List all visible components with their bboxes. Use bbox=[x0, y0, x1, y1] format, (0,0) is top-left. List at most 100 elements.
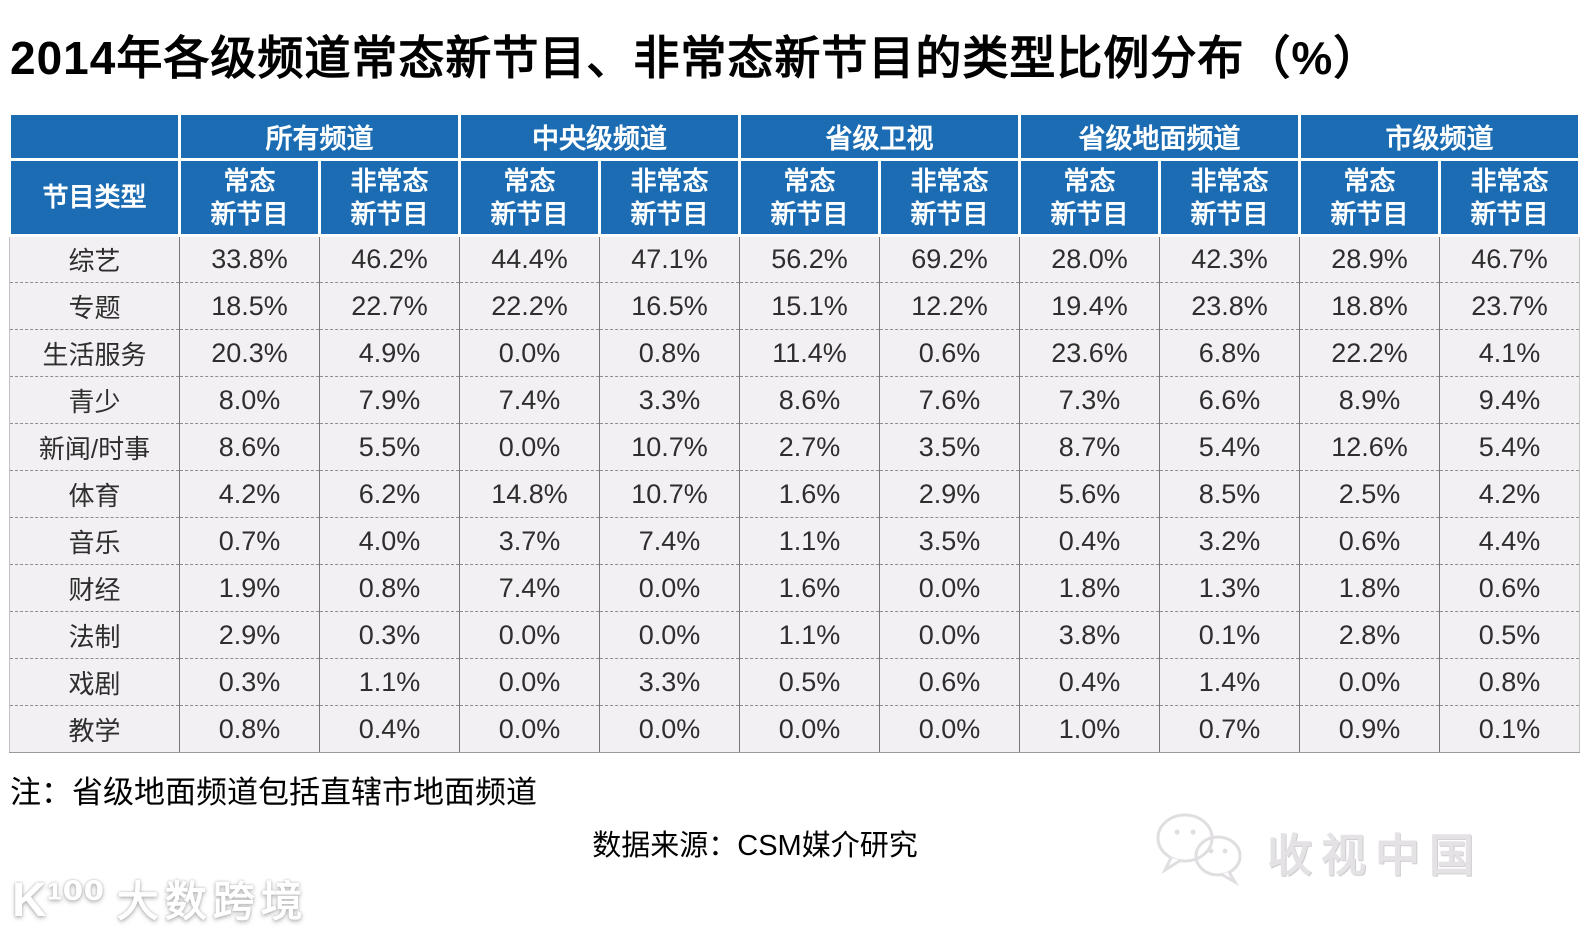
value-cell: 0.0% bbox=[599, 705, 740, 753]
table-row: 教学 0.8% 0.4% 0.0% 0.0% 0.0% 0.0% 1.0% 0.7% 0.9% 0.… bbox=[9, 705, 1580, 753]
value-cell: 0.1% bbox=[1439, 705, 1580, 753]
row-category-cell: 新闻/时事 bbox=[9, 423, 180, 471]
table-row: 专题 18.5% 22.7% 22.2% 16.5% 15.1% 12.2% 19.4% 23.… bbox=[9, 282, 1580, 330]
value-cell: 3.5% bbox=[879, 423, 1020, 471]
value-cell: 6.2% bbox=[319, 470, 460, 518]
row-category-cell: 音乐 bbox=[9, 517, 180, 565]
page-title: 2014年各级频道常态新节目、非常态新节目的类型比例分布（%） bbox=[10, 32, 1381, 84]
table-row: 新闻/时事 8.6% 5.5% 0.0% 10.7% 2.7% 3.5% 8.7% 5.4% 12… bbox=[9, 423, 1580, 471]
row-category-cell: 综艺 bbox=[9, 235, 180, 283]
value-cell: 0.7% bbox=[179, 517, 320, 565]
value-cell: 2.9% bbox=[179, 611, 320, 659]
group-header-cell: 省级地面频道 bbox=[1018, 112, 1301, 161]
value-cell: 10.7% bbox=[599, 470, 740, 518]
value-cell: 23.8% bbox=[1159, 282, 1300, 330]
table-row: 戏剧 0.3% 1.1% 0.0% 3.3% 0.5% 0.6% 0.4% 1.4% 0.0% 0.… bbox=[9, 658, 1580, 706]
group-header-cell: 中央级频道 bbox=[458, 112, 741, 161]
value-cell: 8.0% bbox=[179, 376, 320, 424]
value-cell: 4.2% bbox=[179, 470, 320, 518]
value-cell: 8.9% bbox=[1299, 376, 1440, 424]
value-cell: 28.0% bbox=[1019, 235, 1160, 283]
value-cell: 2.5% bbox=[1299, 470, 1440, 518]
value-cell: 42.3% bbox=[1159, 235, 1300, 283]
value-cell: 1.9% bbox=[179, 564, 320, 612]
value-cell: 0.1% bbox=[1159, 611, 1300, 659]
sub-header-cell: 常态 新节目 bbox=[178, 158, 321, 237]
value-cell: 12.6% bbox=[1299, 423, 1440, 471]
value-cell: 0.0% bbox=[599, 611, 740, 659]
value-cell: 0.0% bbox=[459, 329, 600, 377]
group-header-cell: 所有频道 bbox=[178, 112, 461, 161]
value-cell: 1.8% bbox=[1019, 564, 1160, 612]
value-cell: 4.9% bbox=[319, 329, 460, 377]
value-cell: 0.8% bbox=[179, 705, 320, 753]
footnote: 注：省级地面频道包括直辖市地面频道 bbox=[10, 775, 537, 810]
sub-header-row: 节目类型 常态 新节目 非常态 新节目 常态 新节目 非常态 新节目 常态 新节目 非常态 新节目 常态新… bbox=[8, 158, 1581, 237]
value-cell: 0.5% bbox=[739, 658, 880, 706]
value-cell: 3.5% bbox=[879, 517, 1020, 565]
value-cell: 7.4% bbox=[459, 564, 600, 612]
value-cell: 1.0% bbox=[1019, 705, 1160, 753]
value-cell: 2.7% bbox=[739, 423, 880, 471]
value-cell: 19.4% bbox=[1019, 282, 1160, 330]
value-cell: 16.5% bbox=[599, 282, 740, 330]
value-cell: 4.4% bbox=[1439, 517, 1580, 565]
value-cell: 1.6% bbox=[739, 470, 880, 518]
value-cell: 15.1% bbox=[739, 282, 880, 330]
sub-header-cell: 非常态 新节目 bbox=[1438, 158, 1581, 237]
sub-header-cell: 常态 新节目 bbox=[1298, 158, 1441, 237]
dashukuajing-watermark: K¹⁰⁰ 大数跨境 bbox=[12, 868, 309, 929]
value-cell: 0.4% bbox=[319, 705, 460, 753]
value-cell: 1.4% bbox=[1159, 658, 1300, 706]
corner-cell bbox=[8, 112, 181, 161]
row-category-cell: 财经 bbox=[9, 564, 180, 612]
value-cell: 23.6% bbox=[1019, 329, 1160, 377]
value-cell: 9.4% bbox=[1439, 376, 1580, 424]
value-cell: 0.5% bbox=[1439, 611, 1580, 659]
row-type-header: 节目类型 bbox=[8, 158, 181, 237]
sub-header-cell: 非常态 新节目 bbox=[878, 158, 1021, 237]
row-category-cell: 青少 bbox=[9, 376, 180, 424]
value-cell: 3.2% bbox=[1159, 517, 1300, 565]
value-cell: 33.8% bbox=[179, 235, 320, 283]
value-cell: 5.5% bbox=[319, 423, 460, 471]
value-cell: 0.0% bbox=[879, 564, 1020, 612]
dashukuajing-brand-text: 大数跨境 bbox=[116, 878, 309, 925]
value-cell: 3.8% bbox=[1019, 611, 1160, 659]
value-cell: 69.2% bbox=[879, 235, 1020, 283]
value-cell: 56.2% bbox=[739, 235, 880, 283]
value-cell: 22.7% bbox=[319, 282, 460, 330]
value-cell: 20.3% bbox=[179, 329, 320, 377]
value-cell: 5.4% bbox=[1439, 423, 1580, 471]
value-cell: 1.8% bbox=[1299, 564, 1440, 612]
value-cell: 6.6% bbox=[1159, 376, 1300, 424]
value-cell: 0.0% bbox=[459, 705, 600, 753]
row-category-cell: 戏剧 bbox=[9, 658, 180, 706]
dashukuajing-logo-icon: K¹⁰⁰ bbox=[12, 874, 105, 927]
value-cell: 0.4% bbox=[1019, 517, 1160, 565]
shoushi-china-text: 收视中国 bbox=[1266, 830, 1483, 881]
value-cell: 12.2% bbox=[879, 282, 1020, 330]
value-cell: 10.7% bbox=[599, 423, 740, 471]
row-category-cell: 专题 bbox=[9, 282, 180, 330]
value-cell: 23.7% bbox=[1439, 282, 1580, 330]
group-header-cell: 省级卫视 bbox=[738, 112, 1021, 161]
table-row: 青少 8.0% 7.9% 7.4% 3.3% 8.6% 7.6% 7.3% 6.6% 8.9% 9.… bbox=[9, 376, 1580, 424]
value-cell: 3.7% bbox=[459, 517, 600, 565]
table-row: 法制 2.9% 0.3% 0.0% 0.0% 1.1% 0.0% 3.8% 0.1% 2.8% 0.… bbox=[9, 611, 1580, 659]
value-cell: 8.6% bbox=[179, 423, 320, 471]
value-cell: 0.0% bbox=[879, 611, 1020, 659]
value-cell: 47.1% bbox=[599, 235, 740, 283]
value-cell: 5.4% bbox=[1159, 423, 1300, 471]
value-cell: 22.2% bbox=[1299, 329, 1440, 377]
group-header-cell: 市级频道 bbox=[1298, 112, 1581, 161]
value-cell: 0.0% bbox=[879, 705, 1020, 753]
sub-header-cell: 常态 新节目 bbox=[458, 158, 601, 237]
value-cell: 11.4% bbox=[739, 329, 880, 377]
value-cell: 46.2% bbox=[319, 235, 460, 283]
value-cell: 7.9% bbox=[319, 376, 460, 424]
table-body: 综艺 33.8% 46.2% 44.4% 47.1% 56.2% 69.2% 28.0% 42.… bbox=[9, 235, 1580, 753]
value-cell: 18.8% bbox=[1299, 282, 1440, 330]
sub-header-cell: 常态 新节目 bbox=[1018, 158, 1161, 237]
sub-header-cell: 非常态 新节目 bbox=[1158, 158, 1301, 237]
